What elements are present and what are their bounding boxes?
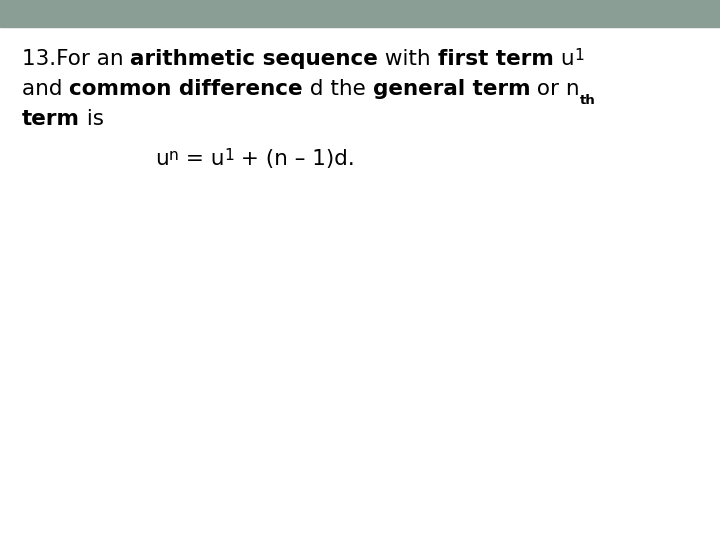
Text: 1: 1	[224, 148, 234, 163]
Text: first term: first term	[438, 49, 554, 69]
Text: 13.For an: 13.For an	[22, 49, 130, 69]
Bar	[0, 0, 720, 27]
Text: general term: general term	[373, 79, 530, 99]
Text: = u: = u	[179, 149, 224, 169]
Text: and: and	[22, 79, 69, 99]
Text: with: with	[379, 49, 438, 69]
Text: u: u	[155, 149, 168, 169]
Text: common difference: common difference	[69, 79, 303, 99]
Text: term: term	[22, 109, 80, 129]
Text: n: n	[168, 148, 179, 163]
Text: u: u	[554, 49, 575, 69]
Text: is: is	[80, 109, 104, 129]
Text: or n: or n	[530, 79, 580, 99]
Text: d the: d the	[303, 79, 373, 99]
Text: + (n – 1)d.: + (n – 1)d.	[234, 149, 355, 169]
Text: arithmetic sequence: arithmetic sequence	[130, 49, 379, 69]
Text: 1: 1	[575, 48, 584, 63]
Text: th: th	[580, 94, 595, 107]
